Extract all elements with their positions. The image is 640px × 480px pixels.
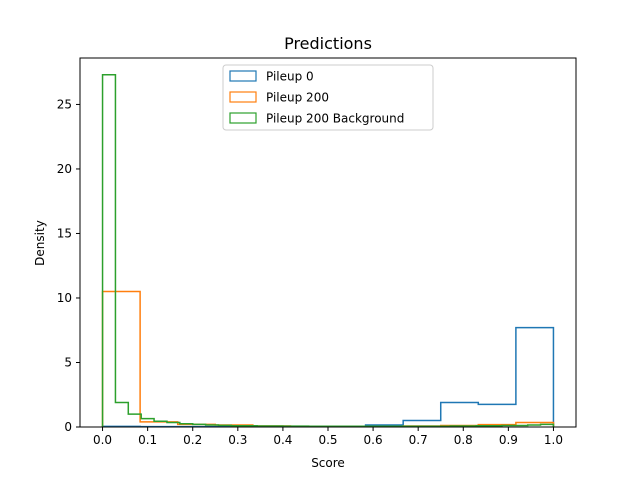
y-tick-label: 10 xyxy=(57,291,72,305)
y-tick-label: 5 xyxy=(64,355,72,369)
y-tick-label: 20 xyxy=(57,162,72,176)
x-tick-label: 0.8 xyxy=(454,433,473,447)
x-axis-label: Score xyxy=(311,456,345,470)
x-tick-label: 0.9 xyxy=(499,433,518,447)
x-tick-label: 0.2 xyxy=(183,433,202,447)
x-tick-label: 0.4 xyxy=(273,433,292,447)
legend-swatch-1 xyxy=(229,91,257,103)
legend-label-1: Pileup 200 xyxy=(266,91,329,105)
legend-box xyxy=(222,64,434,131)
legend-swatch-2 xyxy=(229,112,257,124)
x-tick-label: 0.6 xyxy=(364,433,383,447)
x-tick-label: 0.5 xyxy=(318,433,337,447)
series-step-2 xyxy=(101,74,555,427)
series-step-1 xyxy=(101,290,555,427)
chart-title: Predictions xyxy=(284,34,372,53)
x-tick-label: 0.0 xyxy=(93,433,112,447)
x-axis-ticks: 0.0 0.1 0.2 0.3 0.4 0.5 0.6 0.7 0.8 0.9 1.0 xyxy=(93,427,563,447)
x-tick-label: 1.0 xyxy=(544,433,563,447)
y-tick-label: 25 xyxy=(57,97,72,111)
legend: Pileup 0 Pileup 200 Pileup 200 Background xyxy=(222,64,434,131)
x-tick-label: 0.1 xyxy=(138,433,157,447)
y-axis-label: Density xyxy=(33,220,47,266)
legend-swatch-0 xyxy=(229,70,257,82)
y-tick-label: 15 xyxy=(57,226,72,240)
y-tick-label: 0 xyxy=(64,420,72,434)
x-tick-label: 0.7 xyxy=(409,433,428,447)
x-tick-label: 0.3 xyxy=(228,433,247,447)
series-step-0 xyxy=(101,326,555,428)
y-axis-ticks: 0 5 10 15 20 25 xyxy=(57,97,80,434)
legend-label-0: Pileup 0 xyxy=(266,70,314,84)
legend-label-2: Pileup 200 Background xyxy=(266,112,404,126)
